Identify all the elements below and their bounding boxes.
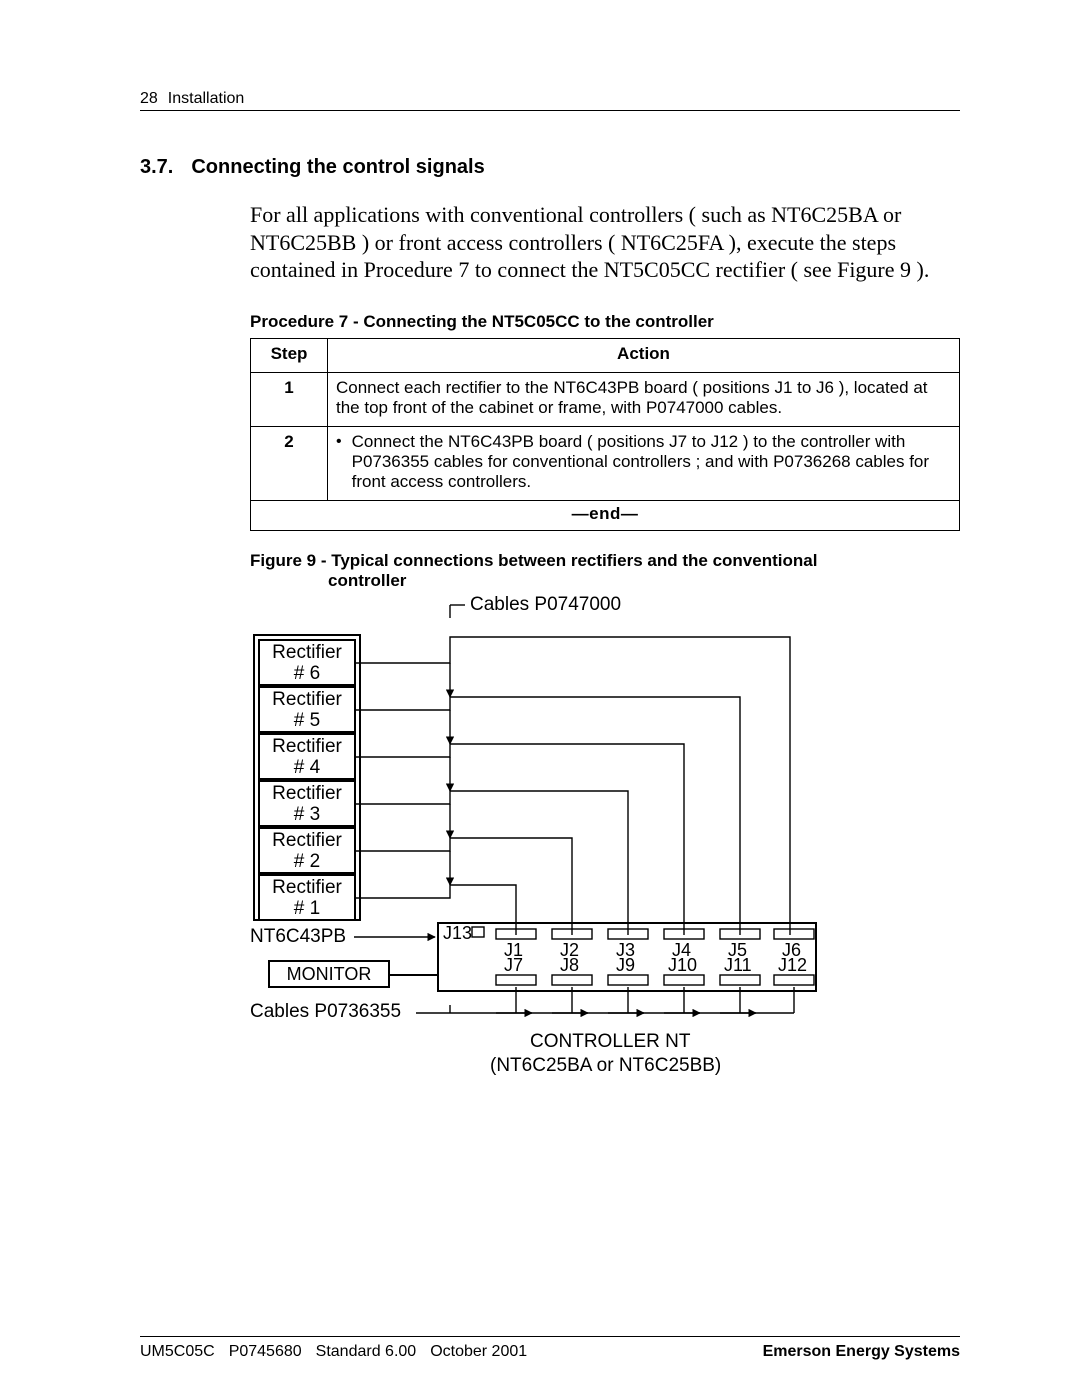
figure-caption-line1: Figure 9 - Typical connections between r…	[250, 551, 817, 570]
j-label: J8	[560, 955, 579, 976]
table-end-row: —end—	[251, 500, 960, 530]
figure-caption: Figure 9 - Typical connections between r…	[250, 551, 960, 591]
table-row: 1 Connect each rectifier to the NT6C43PB…	[251, 372, 960, 426]
table-header-row: Step Action	[251, 338, 960, 372]
nt6c43pb-label: NT6C43PB	[250, 926, 346, 948]
section-heading: 3.7. Connecting the control signals	[140, 156, 960, 179]
rectifier-box-3: Rectifier# 3	[258, 780, 356, 827]
step-action-text: Connect the NT6C43PB board ( positions J…	[352, 432, 951, 492]
section-title: Connecting the control signals	[191, 156, 484, 179]
page: 28 Installation 3.7. Connecting the cont…	[0, 0, 1080, 1397]
j-label: J7	[504, 955, 523, 976]
chapter-name: Installation	[168, 90, 245, 108]
page-footer: UM5C05C P0745680 Standard 6.00 October 2…	[140, 1343, 960, 1361]
footer-company: Emerson Energy Systems	[763, 1343, 960, 1361]
col-action: Action	[328, 338, 960, 372]
end-marker: —end—	[251, 500, 960, 530]
j-label: J12	[778, 955, 807, 976]
footer-date: October 2001	[430, 1343, 527, 1361]
controller-label-line2: (NT6C25BA or NT6C25BB)	[490, 1055, 721, 1077]
procedure-table: Step Action 1 Connect each rectifier to …	[250, 338, 960, 531]
footer-part-num: P0745680	[229, 1343, 302, 1361]
page-header: 28 Installation	[140, 90, 960, 111]
rectifier-box-4: Rectifier# 4	[258, 733, 356, 780]
j13-label: J13	[443, 923, 472, 944]
step-number: 2	[251, 426, 328, 500]
section-number: 3.7.	[140, 156, 173, 179]
controller-label-line1: CONTROLLER NT	[530, 1031, 690, 1053]
step-action: • Connect the NT6C43PB board ( positions…	[328, 426, 960, 500]
rectifier-box-6: Rectifier# 6	[258, 639, 356, 686]
procedure-caption: Procedure 7 - Connecting the NT5C05CC to…	[250, 312, 960, 332]
intro-paragraph: For all applications with conventional c…	[250, 201, 960, 284]
monitor-label: MONITOR	[287, 964, 372, 984]
bullet-icon: •	[336, 434, 342, 450]
footer-standard: Standard 6.00	[316, 1343, 417, 1361]
footer-doc-code: UM5C05C	[140, 1343, 215, 1361]
col-step: Step	[251, 338, 328, 372]
page-number: 28	[140, 90, 158, 108]
figure-diagram: Rectifier# 6 Rectifier# 5 Rectifier# 4 R…	[250, 597, 810, 1107]
j-label: J10	[668, 955, 697, 976]
cables-top-label: Cables P0747000	[470, 594, 621, 616]
step-action: Connect each rectifier to the NT6C43PB b…	[328, 372, 960, 426]
j-label: J11	[724, 955, 752, 976]
table-row: 2 • Connect the NT6C43PB board ( positio…	[251, 426, 960, 500]
j-label: J9	[616, 955, 635, 976]
monitor-box: MONITOR	[268, 960, 390, 988]
figure-caption-line2: controller	[328, 571, 960, 591]
cables-bottom-label: Cables P0736355	[250, 1001, 401, 1023]
step-number: 1	[251, 372, 328, 426]
rectifier-box-5: Rectifier# 5	[258, 686, 356, 733]
footer-rule	[140, 1336, 960, 1337]
rectifier-box-2: Rectifier# 2	[258, 827, 356, 874]
rectifier-label: Rectifier	[260, 642, 354, 664]
rectifier-box-1: Rectifier# 1	[258, 874, 356, 921]
